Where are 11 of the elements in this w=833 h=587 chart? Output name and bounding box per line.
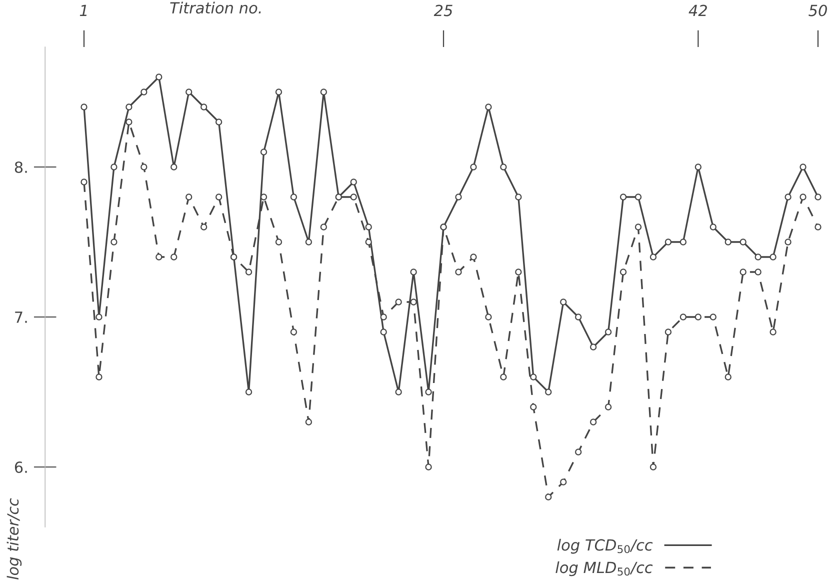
x-tick-label: 25 (434, 4, 452, 16)
legend-label: log MLD$_{50}$/cc (556, 561, 653, 576)
x-tick-label: 42 (688, 4, 707, 16)
y-axis-title: log titer/cc (6, 498, 22, 580)
x-axis-title: Titration no. (170, 2, 261, 14)
legend-label: log TCD$_{50}$/cc (557, 538, 653, 554)
x-tick-label: 50 (808, 4, 827, 16)
x-tick-label: 1 (80, 4, 87, 16)
y-tick-label: 6. (14, 461, 27, 474)
y-tick-label: 8. (14, 161, 27, 174)
y-tick-label: 7. (15, 312, 27, 323)
